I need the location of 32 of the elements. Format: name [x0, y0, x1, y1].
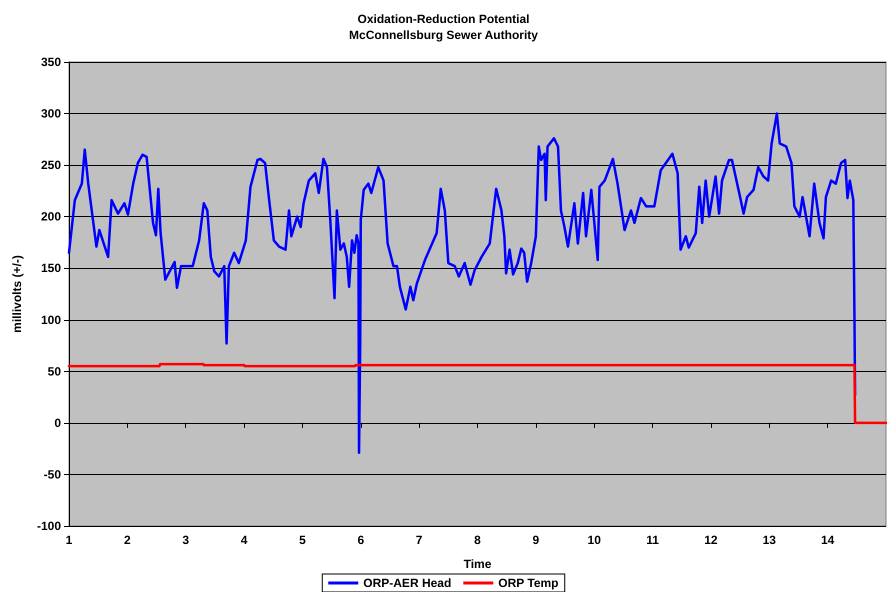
y-tick-label: -100 — [36, 519, 62, 533]
chart-title: Oxidation-Reduction Potential — [357, 12, 530, 26]
x-tick-label: 14 — [820, 533, 835, 547]
x-tick-label: 1 — [66, 533, 73, 547]
y-tick-label: 200 — [40, 210, 62, 224]
y-tick-label: 150 — [40, 261, 62, 276]
x-tick-label: 11 — [646, 533, 660, 547]
x-tick-label: 12 — [704, 533, 718, 547]
line-series — [68, 112, 856, 454]
x-tick-label: 8 — [474, 533, 482, 547]
y-tick-label: 50 — [48, 364, 62, 378]
x-tick-label: 10 — [588, 533, 602, 547]
x-tick-label: 4 — [240, 533, 248, 547]
line-series — [68, 362, 887, 424]
y-tick-label: -50 — [44, 467, 62, 482]
x-tick-label: 3 — [182, 533, 190, 547]
x-tick-label: 13 — [762, 533, 776, 547]
y-tick-label: 300 — [40, 106, 62, 121]
x-axis-title: Time — [464, 557, 492, 571]
chart-subtitle: McConnellsburg Sewer Authority — [349, 28, 538, 42]
x-tick-label: 6 — [357, 533, 364, 547]
y-tick-label: 100 — [40, 312, 62, 327]
x-tick-label: 2 — [124, 533, 132, 547]
x-tick-label: 5 — [299, 533, 306, 547]
y-tick-label: 350 — [40, 55, 62, 69]
y-tick-label: 0 — [54, 416, 62, 430]
legend-label: ORP Temp — [498, 576, 559, 590]
x-tick-label: 7 — [416, 533, 423, 547]
y-tick-label: 250 — [40, 158, 62, 172]
x-tick-label: 9 — [532, 533, 540, 547]
y-axis-title: millivolts (+/-) — [10, 255, 24, 333]
legend-label: ORP-AER Head — [363, 576, 452, 590]
